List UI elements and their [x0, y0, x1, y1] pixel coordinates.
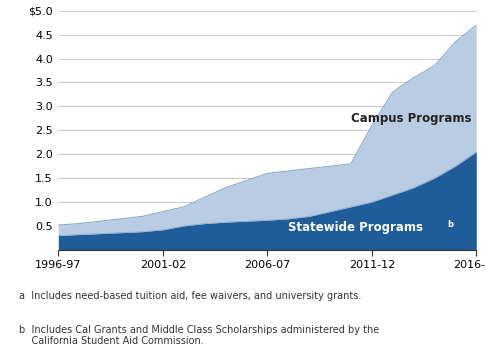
- Text: b  Includes Cal Grants and Middle Class Scholarships administered by the
    Cal: b Includes Cal Grants and Middle Class S…: [19, 325, 380, 347]
- Text: a  Includes need-based tuition aid, fee waivers, and university grants.: a Includes need-based tuition aid, fee w…: [19, 291, 362, 301]
- Text: b: b: [447, 220, 453, 229]
- Text: Statewide Programs: Statewide Programs: [288, 221, 423, 234]
- Text: Campus Programs: Campus Programs: [351, 112, 471, 125]
